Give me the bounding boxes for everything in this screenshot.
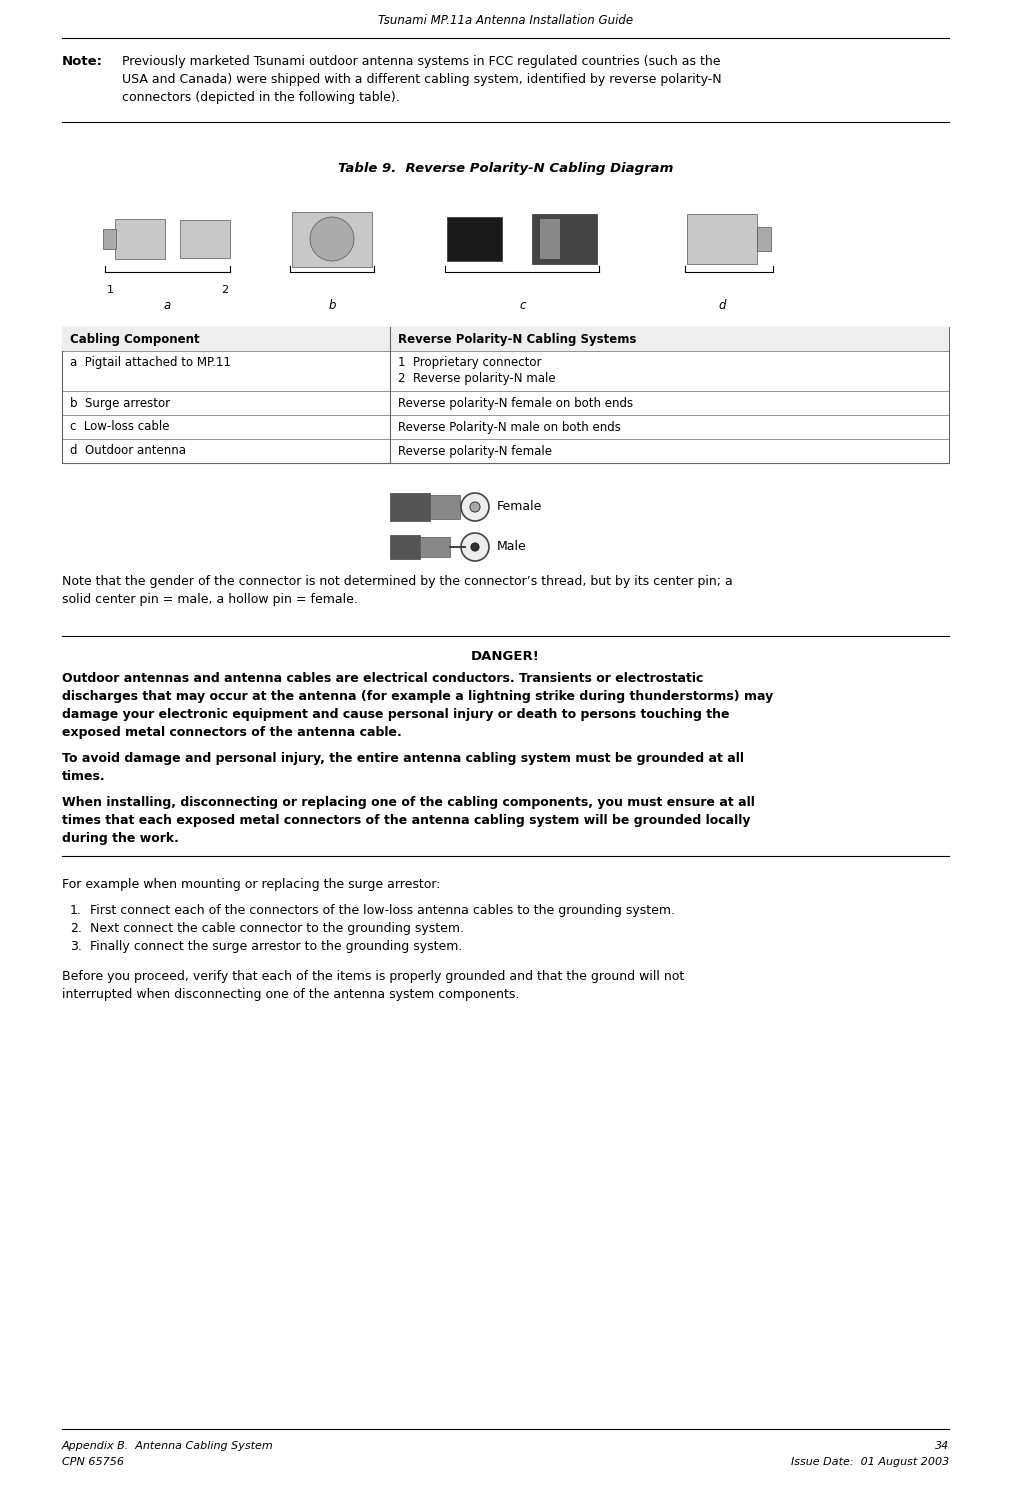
Text: Note that the gender of the connector is not determined by the connector’s threa: Note that the gender of the connector is… <box>62 575 733 587</box>
Text: 1: 1 <box>107 286 114 294</box>
Text: solid center pin = male, a hollow pin = female.: solid center pin = male, a hollow pin = … <box>62 593 358 607</box>
Bar <box>62 327 949 351</box>
Text: Note:: Note: <box>62 55 103 68</box>
Text: 2.: 2. <box>70 922 82 935</box>
Text: 1  Proprietary connector: 1 Proprietary connector <box>398 355 542 369</box>
Text: To avoid damage and personal injury, the entire antenna cabling system must be g: To avoid damage and personal injury, the… <box>62 752 744 764</box>
Text: connectors (depicted in the following table).: connectors (depicted in the following ta… <box>122 91 399 104</box>
Text: c  Low-loss cable: c Low-loss cable <box>70 421 170 434</box>
Text: times that each exposed metal connectors of the antenna cabling system will be g: times that each exposed metal connectors… <box>62 813 750 827</box>
Text: 3.: 3. <box>70 940 82 953</box>
Text: Issue Date:  01 August 2003: Issue Date: 01 August 2003 <box>791 1457 949 1468</box>
Bar <box>540 219 560 259</box>
Bar <box>115 219 165 259</box>
Circle shape <box>470 503 480 512</box>
Text: 1.: 1. <box>70 904 82 917</box>
Text: b: b <box>329 299 336 312</box>
Circle shape <box>471 543 479 552</box>
Text: CPN 65756: CPN 65756 <box>62 1457 124 1468</box>
Text: Reverse polarity-N female: Reverse polarity-N female <box>398 445 552 458</box>
Bar <box>420 537 450 558</box>
Circle shape <box>310 217 354 262</box>
Text: Tsunami MP.11a Antenna Installation Guide: Tsunami MP.11a Antenna Installation Guid… <box>378 13 633 27</box>
Text: For example when mounting or replacing the surge arrestor:: For example when mounting or replacing t… <box>62 877 441 891</box>
Text: Reverse Polarity-N male on both ends: Reverse Polarity-N male on both ends <box>398 421 621 434</box>
Text: Male: Male <box>497 540 527 553</box>
Text: First connect each of the connectors of the low-loss antenna cables to the groun: First connect each of the connectors of … <box>90 904 675 917</box>
Text: Appendix B.  Antenna Cabling System: Appendix B. Antenna Cabling System <box>62 1441 274 1451</box>
Text: interrupted when disconnecting one of the antenna system components.: interrupted when disconnecting one of th… <box>62 987 520 1001</box>
Text: b  Surge arrestor: b Surge arrestor <box>70 397 170 409</box>
Text: Female: Female <box>497 501 542 513</box>
Bar <box>447 217 502 262</box>
Text: Finally connect the surge arrestor to the grounding system.: Finally connect the surge arrestor to th… <box>90 940 462 953</box>
Bar <box>430 495 460 519</box>
Text: exposed metal connectors of the antenna cable.: exposed metal connectors of the antenna … <box>62 726 401 739</box>
Text: discharges that may occur at the antenna (for example a lightning strike during : discharges that may occur at the antenna… <box>62 690 773 703</box>
Bar <box>292 211 372 266</box>
Bar <box>390 535 420 559</box>
Bar <box>390 494 430 520</box>
Text: Next connect the cable connector to the grounding system.: Next connect the cable connector to the … <box>90 922 464 935</box>
Text: damage your electronic equipment and cause personal injury or death to persons t: damage your electronic equipment and cau… <box>62 708 730 721</box>
Bar <box>62 327 949 462</box>
Text: Outdoor antennas and antenna cables are electrical conductors. Transients or ele: Outdoor antennas and antenna cables are … <box>62 672 704 686</box>
Text: DANGER!: DANGER! <box>471 650 540 663</box>
Text: Reverse polarity-N female on both ends: Reverse polarity-N female on both ends <box>398 397 633 409</box>
Text: d: d <box>718 299 726 312</box>
Text: 2: 2 <box>220 286 228 294</box>
Text: c: c <box>520 299 527 312</box>
Bar <box>180 220 229 259</box>
Text: a  Pigtail attached to MP.11: a Pigtail attached to MP.11 <box>70 355 231 369</box>
Text: times.: times. <box>62 770 105 784</box>
Bar <box>687 214 757 265</box>
Text: 2  Reverse polarity-N male: 2 Reverse polarity-N male <box>398 372 556 385</box>
Text: When installing, disconnecting or replacing one of the cabling components, you m: When installing, disconnecting or replac… <box>62 796 755 809</box>
Text: 34: 34 <box>935 1441 949 1451</box>
Text: Table 9.  Reverse Polarity-N Cabling Diagram: Table 9. Reverse Polarity-N Cabling Diag… <box>338 162 673 175</box>
Bar <box>532 214 598 265</box>
Text: Cabling Component: Cabling Component <box>70 333 199 345</box>
Bar <box>103 229 116 248</box>
Text: Reverse Polarity-N Cabling Systems: Reverse Polarity-N Cabling Systems <box>398 333 637 345</box>
Text: a: a <box>164 299 171 312</box>
Text: Previously marketed Tsunami outdoor antenna systems in FCC regulated countries (: Previously marketed Tsunami outdoor ante… <box>122 55 721 68</box>
Text: USA and Canada) were shipped with a different cabling system, identified by reve: USA and Canada) were shipped with a diff… <box>122 73 722 86</box>
Text: d  Outdoor antenna: d Outdoor antenna <box>70 445 186 458</box>
Bar <box>757 228 771 251</box>
Text: Before you proceed, verify that each of the items is properly grounded and that : Before you proceed, verify that each of … <box>62 970 684 983</box>
Circle shape <box>461 494 489 520</box>
Circle shape <box>461 532 489 561</box>
Text: during the work.: during the work. <box>62 833 179 845</box>
